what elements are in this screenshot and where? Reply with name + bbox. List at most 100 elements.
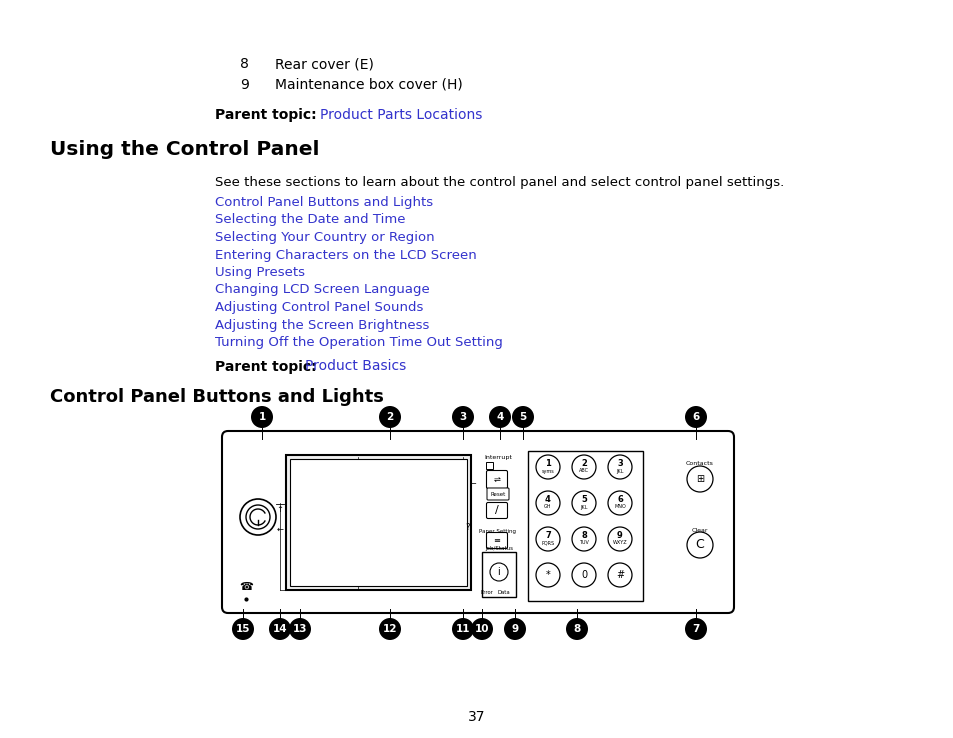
Text: 2: 2	[386, 412, 394, 422]
Circle shape	[572, 491, 596, 515]
Text: /: /	[495, 505, 498, 515]
Circle shape	[490, 563, 507, 581]
Text: JKL: JKL	[579, 505, 587, 509]
Text: #: #	[616, 570, 623, 580]
Text: 0: 0	[580, 570, 586, 580]
Text: *: *	[545, 570, 550, 580]
Circle shape	[452, 618, 474, 640]
Text: Data: Data	[497, 590, 510, 595]
Text: 8: 8	[573, 624, 580, 634]
Text: Using Presets: Using Presets	[214, 266, 305, 279]
Text: MNO: MNO	[614, 505, 625, 509]
Text: Paper Setting: Paper Setting	[479, 529, 516, 534]
Text: Reset: Reset	[490, 492, 505, 497]
Text: 11: 11	[456, 624, 470, 634]
Circle shape	[269, 618, 291, 640]
Circle shape	[607, 491, 631, 515]
Text: i: i	[497, 567, 500, 577]
Text: Control Panel Buttons and Lights: Control Panel Buttons and Lights	[214, 196, 433, 209]
Circle shape	[686, 532, 712, 558]
Text: ⊞: ⊞	[695, 474, 703, 484]
Text: 10: 10	[475, 624, 489, 634]
Text: 6: 6	[692, 412, 699, 422]
Text: Job/Status: Job/Status	[484, 546, 513, 551]
Text: Selecting the Date and Time: Selecting the Date and Time	[214, 213, 405, 227]
Circle shape	[251, 406, 273, 428]
Text: Rear cover (E): Rear cover (E)	[274, 57, 374, 71]
Text: 9: 9	[240, 78, 249, 92]
FancyBboxPatch shape	[486, 503, 507, 519]
Text: 5: 5	[518, 412, 526, 422]
Text: 2: 2	[580, 460, 586, 469]
Circle shape	[686, 466, 712, 492]
Circle shape	[503, 618, 525, 640]
Text: Entering Characters on the LCD Screen: Entering Characters on the LCD Screen	[214, 249, 477, 261]
Text: GH: GH	[543, 505, 551, 509]
FancyBboxPatch shape	[486, 488, 509, 500]
Text: 8: 8	[240, 57, 249, 71]
Text: Clear: Clear	[691, 528, 707, 533]
Text: ↑: ↑	[276, 505, 283, 514]
Text: Product Parts Locations: Product Parts Locations	[319, 108, 482, 122]
Text: Parent topic:: Parent topic:	[214, 108, 316, 122]
Text: 3: 3	[617, 460, 622, 469]
Text: Turning Off the Operation Time Out Setting: Turning Off the Operation Time Out Setti…	[214, 336, 502, 349]
Circle shape	[607, 455, 631, 479]
Text: Control Panel Buttons and Lights: Control Panel Buttons and Lights	[50, 387, 383, 405]
Circle shape	[565, 618, 587, 640]
Circle shape	[232, 618, 253, 640]
Circle shape	[246, 505, 270, 529]
Text: Error: Error	[480, 590, 493, 595]
Circle shape	[240, 499, 275, 535]
Text: ←: ←	[276, 525, 283, 534]
Text: Interrupt: Interrupt	[483, 455, 512, 460]
Text: Changing LCD Screen Language: Changing LCD Screen Language	[214, 283, 429, 297]
Text: TUV: TUV	[578, 540, 588, 545]
Text: See these sections to learn about the control panel and select control panel set: See these sections to learn about the co…	[214, 176, 783, 189]
Circle shape	[572, 563, 596, 587]
FancyBboxPatch shape	[486, 533, 507, 548]
Text: C: C	[695, 539, 703, 551]
Circle shape	[536, 491, 559, 515]
Circle shape	[607, 527, 631, 551]
Text: ABC: ABC	[578, 469, 588, 474]
Bar	[290, 459, 467, 586]
Text: Adjusting the Screen Brightness: Adjusting the Screen Brightness	[214, 319, 429, 331]
Circle shape	[684, 618, 706, 640]
Circle shape	[378, 406, 400, 428]
Text: 14: 14	[273, 624, 287, 634]
Text: 37: 37	[468, 710, 485, 724]
Text: Parent topic:: Parent topic:	[214, 359, 316, 373]
Text: 4: 4	[496, 412, 503, 422]
Text: 6: 6	[617, 495, 622, 505]
Bar	[286, 455, 471, 590]
Text: 13: 13	[293, 624, 307, 634]
Bar	[527, 451, 642, 601]
Circle shape	[289, 618, 311, 640]
Bar	[485, 462, 493, 469]
Circle shape	[471, 618, 493, 640]
Text: 7: 7	[692, 624, 699, 634]
Text: syms: syms	[541, 469, 554, 474]
Circle shape	[452, 406, 474, 428]
Circle shape	[378, 618, 400, 640]
Text: 1: 1	[544, 460, 551, 469]
Text: 15: 15	[235, 624, 250, 634]
Bar	[481, 552, 516, 597]
Text: 4: 4	[544, 495, 551, 505]
Text: PQRS: PQRS	[541, 540, 554, 545]
FancyBboxPatch shape	[486, 471, 507, 489]
Text: JKL: JKL	[616, 469, 623, 474]
Circle shape	[489, 406, 511, 428]
Circle shape	[572, 527, 596, 551]
Circle shape	[536, 527, 559, 551]
Circle shape	[607, 563, 631, 587]
Text: WXYZ: WXYZ	[612, 540, 627, 545]
Text: 12: 12	[382, 624, 396, 634]
Text: ☎: ☎	[239, 582, 253, 592]
FancyBboxPatch shape	[222, 431, 733, 613]
Text: Adjusting Control Panel Sounds: Adjusting Control Panel Sounds	[214, 301, 423, 314]
Text: Selecting Your Country or Region: Selecting Your Country or Region	[214, 231, 435, 244]
Text: 3: 3	[459, 412, 466, 422]
Circle shape	[684, 406, 706, 428]
